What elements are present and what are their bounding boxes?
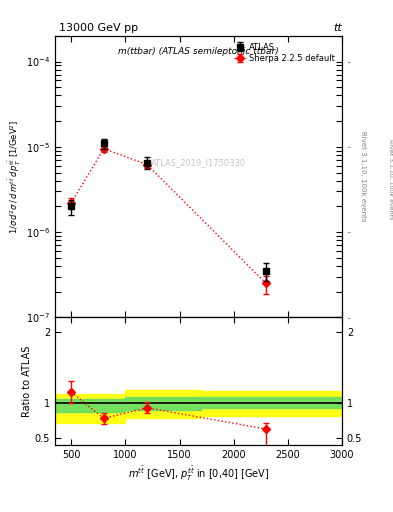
Y-axis label: Ratio to ATLAS: Ratio to ATLAS [22,346,32,417]
Legend: ATLAS, Sherpa 2.2.5 default: ATLAS, Sherpa 2.2.5 default [231,40,338,66]
Text: ATLAS_2019_I1750330: ATLAS_2019_I1750330 [151,158,246,167]
Text: Rivet 3.1.10, 100k events: Rivet 3.1.10, 100k events [389,139,393,219]
Text: 13000 GeV pp: 13000 GeV pp [59,23,138,33]
Text: m(ttbar) (ATLAS semileptonic ttbar): m(ttbar) (ATLAS semileptonic ttbar) [118,47,279,56]
Y-axis label: Rivet 3.1.10, 100k events: Rivet 3.1.10, 100k events [360,132,366,222]
X-axis label: $m^{t\bar{t}}$ [GeV], $p_T^{t\bar{t}}$ in [0,40] [GeV]: $m^{t\bar{t}}$ [GeV], $p_T^{t\bar{t}}$ i… [128,464,269,483]
Y-axis label: $1/\sigma\,d^2\sigma\,/\,d\,m^{t\bar{t}}\,d\,p_T^{t\bar{t}}$ [$1/\mathrm{GeV}^2$: $1/\sigma\,d^2\sigma\,/\,d\,m^{t\bar{t}}… [7,119,23,234]
Text: tt: tt [333,23,342,33]
